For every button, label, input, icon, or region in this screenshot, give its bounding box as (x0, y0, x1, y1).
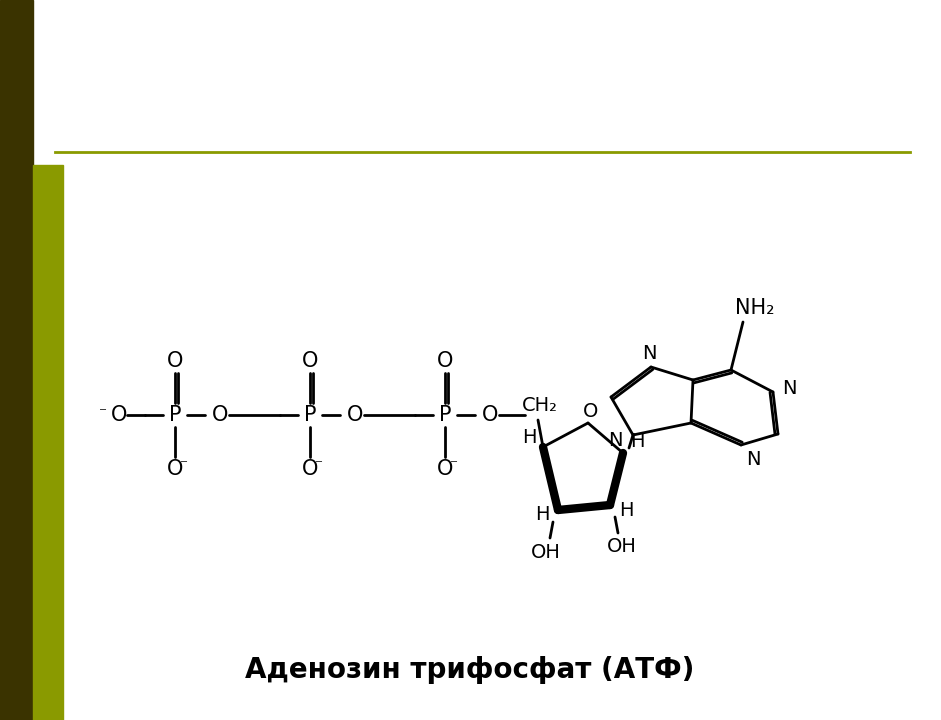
Text: O: O (482, 405, 498, 425)
Text: ⁻: ⁻ (99, 405, 107, 420)
Text: P: P (304, 405, 316, 425)
Text: OH: OH (607, 538, 637, 557)
Text: N: N (642, 343, 656, 362)
Text: Аденозин трифосфат (АТФ): Аденозин трифосфат (АТФ) (246, 656, 694, 684)
Text: O: O (437, 459, 454, 479)
Text: O: O (437, 351, 454, 371)
Bar (33, 165, 63, 720)
Text: O: O (167, 459, 183, 479)
Text: H: H (630, 431, 645, 451)
Text: H: H (619, 500, 633, 520)
Text: CH₂: CH₂ (522, 395, 558, 415)
Bar (0, 0, 33, 720)
Text: P: P (168, 405, 182, 425)
Text: O: O (111, 405, 127, 425)
Text: N: N (746, 449, 760, 469)
Text: H: H (521, 428, 536, 446)
Text: OH: OH (531, 542, 561, 562)
Text: O: O (212, 405, 228, 425)
Text: O: O (167, 351, 183, 371)
Text: O: O (583, 402, 598, 420)
Text: O: O (302, 351, 318, 371)
Text: O: O (302, 459, 318, 479)
Text: N: N (782, 379, 796, 397)
Text: P: P (439, 405, 452, 425)
Text: N: N (608, 431, 622, 449)
Text: ⁻: ⁻ (180, 457, 188, 472)
Text: NH₂: NH₂ (735, 298, 774, 318)
Text: O: O (347, 405, 363, 425)
Text: ⁻: ⁻ (450, 457, 458, 472)
Text: H: H (534, 505, 550, 524)
Text: ⁻: ⁻ (315, 457, 323, 472)
